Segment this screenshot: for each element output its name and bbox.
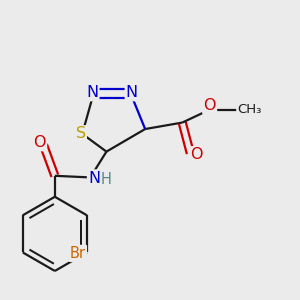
Text: Br: Br bbox=[70, 246, 86, 261]
Text: O: O bbox=[190, 147, 203, 162]
Text: O: O bbox=[203, 98, 216, 113]
Text: N: N bbox=[88, 171, 100, 186]
Text: N: N bbox=[126, 85, 138, 100]
Text: O: O bbox=[33, 135, 46, 150]
Text: N: N bbox=[86, 85, 98, 100]
Text: H: H bbox=[101, 172, 112, 188]
Text: S: S bbox=[76, 126, 86, 141]
Text: CH₃: CH₃ bbox=[237, 103, 261, 116]
